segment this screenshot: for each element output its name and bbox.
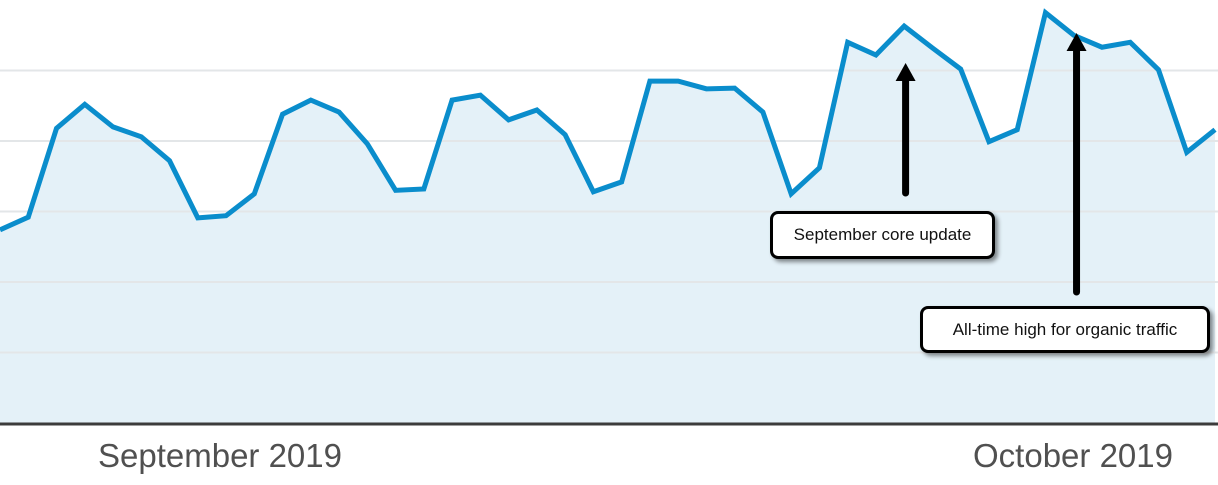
series-line bbox=[0, 8, 1217, 233]
annotation-arrow-head bbox=[1066, 33, 1087, 51]
area-fill bbox=[0, 12, 1215, 423]
annotation-all-time-high: All-time high for organic traffic bbox=[920, 306, 1210, 353]
x-tick-label-october: October 2019 bbox=[973, 437, 1173, 474]
x-tick-label-september: September 2019 bbox=[97, 437, 343, 474]
annotation-september-core-update: September core update bbox=[770, 211, 995, 259]
annotation-arrow-head bbox=[895, 63, 916, 81]
